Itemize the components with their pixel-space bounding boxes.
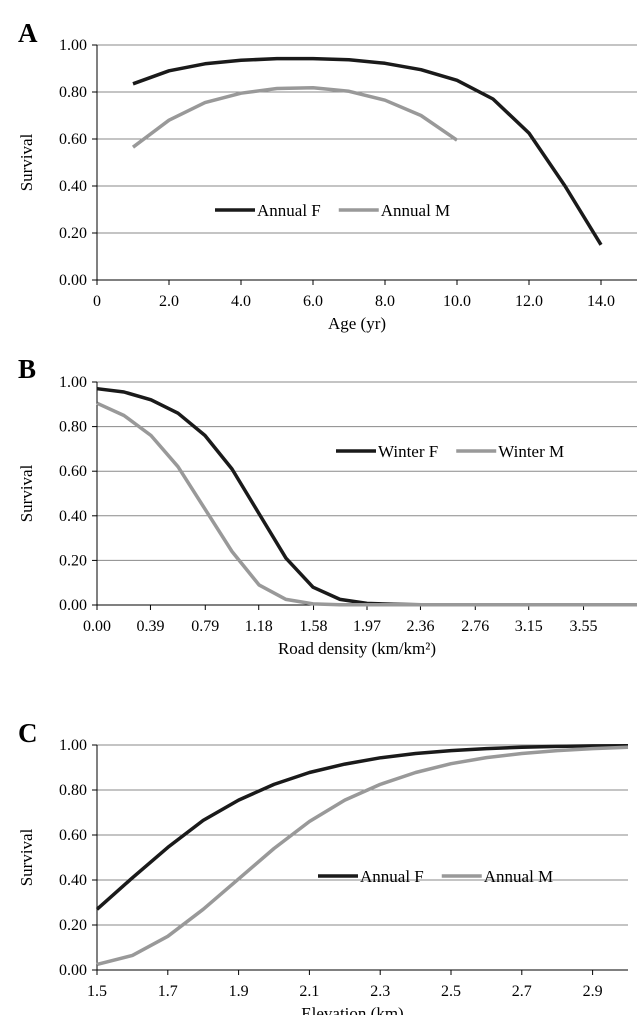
- panel-c-x-tick-label: 2.9: [583, 983, 603, 1000]
- panel-a-y-tick-label: 0.60: [59, 131, 87, 148]
- panel-b-legend-label-female: Winter F: [378, 442, 438, 461]
- panel-a-x-tick-label: 14.0: [587, 293, 615, 310]
- panel-a-x-tick-label: 6.0: [303, 293, 323, 310]
- panel-b-x-tick-label: 1.58: [300, 618, 328, 635]
- panel-b-x-tick-label: 1.18: [245, 618, 273, 635]
- panel-b-x-tick-label: 1.97: [353, 618, 381, 635]
- panel-a-label: A: [18, 18, 38, 48]
- panel-c-x-tick-label: 2.3: [370, 983, 390, 1000]
- panel-c-x-tick-label: 1.7: [158, 983, 178, 1000]
- panel-b-series-male-line: [96, 401, 637, 607]
- panel-c-y-tick-label: 0.20: [59, 917, 87, 934]
- panel-b-y-tick-label: 0.00: [59, 597, 87, 614]
- panel-c-x-tick-label: 1.9: [229, 983, 249, 1000]
- panel-b-x-tick-label: 0.79: [191, 618, 219, 635]
- panel-b-label: B: [18, 354, 36, 384]
- panel-a-y-tick-label: 0.00: [59, 272, 87, 289]
- panel-a-x-tick-label: 2.0: [159, 293, 179, 310]
- panel-c-y-tick-label: 1.00: [59, 737, 87, 754]
- panel-a-x-tick-label: 8.0: [375, 293, 395, 310]
- panel-a-y-tick-label: 0.80: [59, 84, 87, 101]
- panel-b-x-tick-label: 3.55: [570, 618, 598, 635]
- panel-c-series-female-line: [95, 743, 629, 911]
- panel-b-y-tick-label: 0.40: [59, 508, 87, 525]
- panel-a-legend-label-female: Annual F: [257, 201, 321, 220]
- panel-c-x-tick-label: 2.5: [441, 983, 461, 1000]
- panel-c-x-tick-label: 2.1: [299, 983, 319, 1000]
- panel-c-x-tick-label: 1.5: [87, 983, 107, 1000]
- panel-a-x-tick-label: 4.0: [231, 293, 251, 310]
- panel-a-y-tick-label: 0.40: [59, 178, 87, 195]
- panel-c-x-tick-label: 2.7: [512, 983, 532, 1000]
- panel-c-legend-label-male: Annual M: [484, 867, 553, 886]
- panel-c-label: C: [18, 718, 38, 748]
- panel-c-y-tick-label: 0.80: [59, 782, 87, 799]
- panel-a-x-axis-title: Age (yr): [328, 314, 386, 333]
- panel-c-x-axis-title: Elevation (km): [301, 1004, 403, 1015]
- panel-b-x-tick-label: 0.39: [136, 618, 164, 635]
- panel-a-y-tick-label: 0.20: [59, 225, 87, 242]
- panel-a-x-tick-label: 12.0: [515, 293, 543, 310]
- panel-c-y-tick-label: 0.40: [59, 872, 87, 889]
- panel-c-y-axis-title: Survival: [17, 828, 36, 886]
- panel-b-x-axis-title: Road density (km/km²): [278, 639, 436, 658]
- panel-b-y-tick-label: 0.60: [59, 463, 87, 480]
- panel-a-series-female-line: [132, 56, 603, 246]
- panel-b-y-tick-label: 0.20: [59, 552, 87, 569]
- panel-c-y-tick-label: 0.00: [59, 962, 87, 979]
- panel-a-x-tick-label: 10.0: [443, 293, 471, 310]
- panel-b-series-female-line: [96, 386, 637, 607]
- panel-b-y-tick-label: 0.80: [59, 419, 87, 436]
- panel-b-x-tick-label: 2.36: [406, 618, 434, 635]
- panel-b-y-axis-title: Survival: [17, 464, 36, 522]
- panel-c-series-male-line: [96, 745, 629, 967]
- panel-b-x-tick-label: 3.15: [515, 618, 543, 635]
- panel-b-x-tick-label: 2.76: [461, 618, 489, 635]
- panel-a-legend-label-male: Annual M: [381, 201, 450, 220]
- panel-a-x-tick-label: 0: [93, 293, 101, 310]
- panel-b-legend-label-male: Winter M: [498, 442, 564, 461]
- panel-b-x-tick-label: 0.00: [83, 618, 111, 635]
- panel-c-y-tick-label: 0.60: [59, 827, 87, 844]
- panel-c-legend-label-female: Annual F: [360, 867, 424, 886]
- panel-b-y-tick-label: 1.00: [59, 374, 87, 391]
- panel-a-y-tick-label: 1.00: [59, 37, 87, 54]
- panel-a-series-male-line: [131, 86, 458, 149]
- panel-a-y-axis-title: Survival: [17, 133, 36, 191]
